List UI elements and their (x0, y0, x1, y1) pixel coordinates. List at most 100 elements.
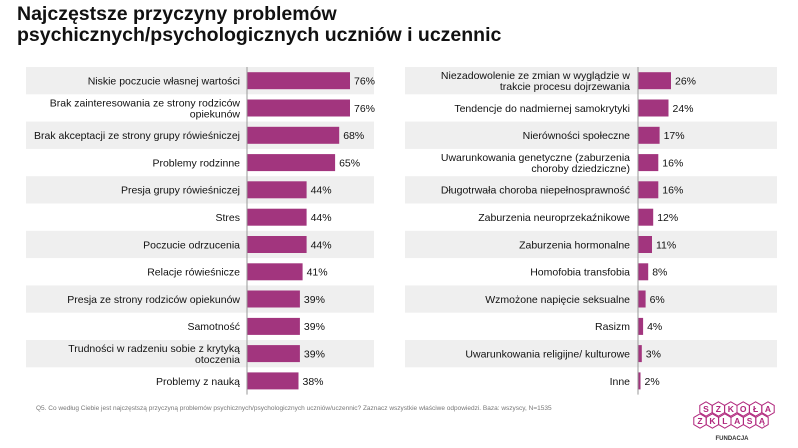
category-label: Zaburzenia neuroprzekaźnikowe (478, 212, 630, 224)
category-label: Brak zainteresowania ze strony rodziców o… (50, 97, 241, 120)
data-label: 11% (656, 239, 676, 251)
data-label: 65% (339, 157, 360, 169)
row-stripe (405, 285, 777, 313)
row-stripe (26, 230, 374, 259)
data-label: 39% (304, 294, 325, 306)
row-stripe (405, 67, 777, 95)
bar (247, 345, 300, 363)
logo-caption: FUNDACJA (716, 436, 750, 442)
logo-hexagon (755, 413, 769, 429)
category-label: Wzmożone napięcie seksualne (485, 294, 630, 306)
data-label: 16% (662, 185, 683, 197)
bar (247, 181, 307, 199)
logo-letter: Z (697, 416, 702, 426)
row-stripe (26, 285, 374, 313)
data-label: 8% (652, 267, 667, 279)
logo-letter: Z (716, 404, 721, 414)
data-label: 12% (657, 212, 678, 224)
bar (247, 99, 350, 117)
page-title: Najczęstsze przyczyny problemów psychicz… (17, 3, 502, 46)
data-label: 39% (304, 348, 325, 360)
data-label: 44% (311, 239, 332, 251)
bar-chart-1: Niskie poczucie własnej wartości 76% Brak … (26, 67, 375, 395)
row-stripe (405, 121, 777, 149)
category-label: Zaburzenia hormonalne (519, 239, 630, 251)
category-label: Poczucie odrzucenia (143, 239, 240, 251)
logo-letter: A (734, 416, 740, 426)
category-label: Uwarunkowania religijne/ kulturowe (465, 348, 630, 360)
bar (247, 154, 336, 172)
category-label: Problemy rodzinne (152, 157, 240, 169)
bar (638, 126, 660, 144)
bar (638, 99, 669, 117)
data-label: 76% (354, 103, 375, 115)
category-label: Inne (610, 376, 631, 388)
row-stripe (405, 176, 777, 204)
bar (247, 72, 350, 90)
category-label: Presja grupy rówieśniczej (121, 185, 240, 197)
data-label: 26% (675, 76, 696, 88)
category-label: Stres (215, 212, 240, 224)
logo-letter: K (709, 416, 716, 426)
bar (638, 290, 646, 308)
bar (638, 345, 642, 363)
data-label: 6% (650, 294, 665, 306)
bar (638, 317, 644, 335)
data-label: 39% (304, 321, 325, 333)
category-label: Problemy z nauką (156, 376, 240, 388)
category-label: Niskie poczucie własnej wartości (88, 76, 240, 88)
bar (247, 317, 300, 335)
category-label: Presja ze strony rodziców opiekunów (67, 294, 240, 306)
logo-hexagon (761, 401, 775, 417)
category-label: Długotrwała choroba niepełnosprawność (441, 185, 630, 197)
bar (638, 181, 659, 199)
data-label: 16% (662, 157, 683, 169)
data-label: 24% (673, 103, 694, 115)
bar (247, 126, 340, 144)
logo-letter: Ą (759, 416, 765, 426)
logo-letter: Ł (753, 404, 758, 414)
data-label: 3% (646, 348, 661, 360)
bar (638, 154, 659, 172)
category-label: Nierówności społeczne (523, 130, 631, 142)
logo-letter: L (722, 416, 727, 426)
footnote: Q5. Co według Ciebie jest najczęstszą pr… (36, 405, 552, 412)
bar (638, 372, 641, 390)
bar (638, 208, 654, 226)
category-label: Niezadowolenie ze zmian w wyglądzie w tra… (441, 70, 631, 93)
data-label: 41% (307, 267, 328, 279)
data-label: 17% (664, 130, 685, 142)
bar (247, 290, 300, 308)
category-label: Trudności w radzeniu sobie z krytyką otoc… (68, 343, 240, 366)
bar (247, 208, 307, 226)
logo-letter: S (747, 416, 753, 426)
bar (638, 236, 652, 253)
row-stripe (405, 340, 777, 368)
category-label: Rasizm (595, 321, 630, 333)
bar (247, 236, 307, 253)
category-label: Tendencje do nadmiernej samokrytyki (454, 103, 630, 115)
logo-letter: O (740, 404, 747, 414)
data-label: 44% (311, 212, 332, 224)
bar (247, 372, 299, 390)
data-label: 76% (354, 76, 375, 88)
data-label: 2% (645, 376, 660, 388)
row-stripe (405, 230, 777, 259)
data-label: 4% (647, 321, 662, 333)
category-label: Uwarunkowania genetyczne (zaburzenia chor… (441, 152, 630, 175)
category-label: Homofobia transfobia (530, 267, 630, 279)
data-label: 68% (343, 130, 364, 142)
bar (638, 72, 671, 90)
row-stripe (26, 176, 374, 204)
category-label: Samotność (187, 321, 240, 333)
data-label: 38% (303, 376, 324, 388)
logo-letter: A (765, 404, 771, 414)
logo-letter: K (728, 404, 735, 414)
category-label: Brak akceptacji ze strony grupy rówieśni… (34, 130, 240, 142)
bar (638, 263, 649, 281)
bar (247, 263, 303, 281)
logo-letter: S (703, 404, 709, 414)
row-stripe (26, 340, 374, 368)
